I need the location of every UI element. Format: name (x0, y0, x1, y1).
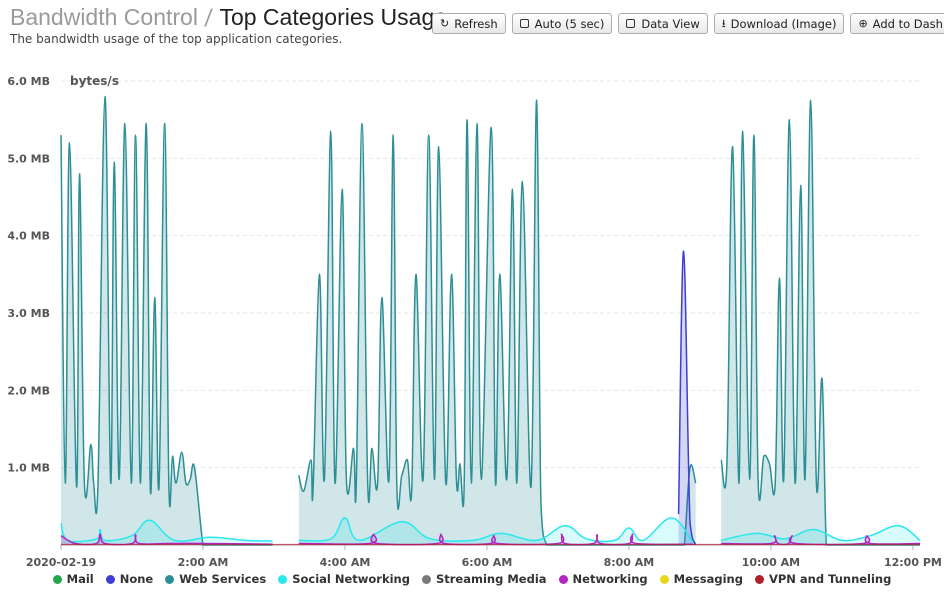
legend-label: VPN and Tunneling (768, 572, 892, 586)
add-to-dashboard-button[interactable]: ⊕ Add to Dash (850, 13, 944, 34)
refresh-label: Refresh (454, 16, 498, 31)
auto-checkbox[interactable] (519, 19, 529, 28)
y-tick-label: 4.0 MB (7, 230, 50, 243)
legend-label: Social Networking (292, 572, 410, 586)
refresh-button[interactable]: ↻ Refresh (432, 13, 506, 34)
download-icon: ⭳ (721, 17, 726, 30)
legend-marker (165, 574, 175, 584)
plus-circle-icon: ⊕ (858, 17, 868, 30)
legend-item[interactable]: Social Networking (278, 572, 410, 586)
legend-marker (105, 574, 115, 584)
page-header: Bandwidth Control / Top Categories Usage (10, 4, 447, 31)
download-button[interactable]: ⭳ Download (Image) (713, 13, 845, 34)
x-tick-label: 12:00 PM (884, 556, 942, 569)
legend-marker (421, 574, 431, 584)
data-view-checkbox[interactable] (626, 19, 636, 28)
x-tick-label: 2020-02-19 (26, 556, 96, 569)
breadcrumb-separator: / (203, 4, 214, 31)
series-line-social-networking (721, 524, 921, 542)
legend-label: Mail (66, 572, 94, 586)
y-tick-label: 3.0 MB (7, 307, 50, 320)
legend-item[interactable]: None (105, 572, 154, 586)
legend-label: Messaging (673, 572, 743, 586)
data-view-toggle[interactable]: Data View (618, 13, 708, 34)
y-tick-label: 2.0 MB (7, 384, 50, 397)
y-axis-label: bytes/s (70, 74, 119, 88)
series-area-social-networking (61, 520, 273, 545)
page-subtitle: The bandwidth usage of the top applicati… (10, 32, 343, 46)
toolbar: ↻ Refresh Auto (5 sec) Data View ⭳ Downl… (432, 13, 944, 34)
breadcrumb[interactable]: Bandwidth Control (10, 4, 198, 30)
legend-item[interactable]: Mail (52, 572, 94, 586)
data-view-label: Data View (641, 16, 700, 31)
legend-marker (754, 574, 764, 584)
legend-marker (52, 574, 62, 584)
x-tick-label: 8:00 AM (604, 556, 655, 569)
legend-item[interactable]: Web Services (165, 572, 266, 586)
legend-label: Web Services (179, 572, 267, 586)
series-line-social-networking (298, 517, 694, 543)
series-area-social-networking (298, 517, 693, 545)
series-area-web-services (721, 100, 920, 545)
legend-marker (659, 574, 669, 584)
x-tick-label: 10:00 AM (742, 556, 800, 569)
legend-label: None (119, 572, 154, 586)
legend-item[interactable]: VPN and Tunneling (754, 572, 892, 586)
series-line-social-networking (60, 519, 273, 543)
legend-label: Streaming Media (435, 572, 547, 586)
series-line-networking (721, 534, 921, 546)
x-tick-label: 4:00 AM (320, 556, 371, 569)
download-label: Download (Image) (730, 16, 837, 31)
y-tick-label: 6.0 MB (7, 75, 50, 88)
auto-label: Auto (5 sec) (534, 16, 605, 31)
legend-item[interactable]: Messaging (659, 572, 743, 586)
legend-marker (278, 574, 288, 584)
legend-label: Networking (572, 572, 648, 586)
legend-item[interactable]: Networking (558, 572, 648, 586)
series-line-none (677, 250, 697, 546)
legend-marker (558, 574, 568, 584)
chart-legend: Mail None Web Services Social Networking Str… (0, 572, 944, 586)
legend-item[interactable]: Streaming Media (421, 572, 547, 586)
x-tick-label: 2:00 AM (178, 556, 229, 569)
x-tick-label: 6:00 AM (462, 556, 513, 569)
page-title: Top Categories Usage (219, 4, 448, 30)
y-tick-label: 5.0 MB (7, 152, 50, 165)
y-tick-label: 1.0 MB (7, 462, 50, 475)
refresh-icon: ↻ (440, 17, 450, 30)
add-label: Add to Dash (872, 16, 943, 31)
auto-refresh-toggle[interactable]: Auto (5 sec) (511, 13, 613, 34)
